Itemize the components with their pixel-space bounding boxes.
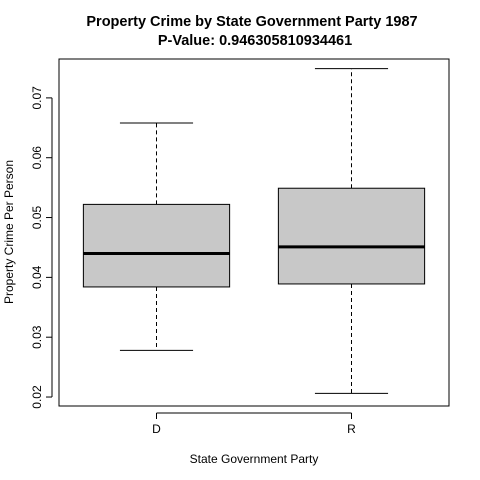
y-axis: 0.02 0.03 0.04 0.05 0.06 0.07 [30, 86, 53, 409]
x-tick-label: R [347, 422, 356, 436]
iqr-box [82, 203, 231, 288]
y-tick-label: 0.06 [30, 146, 44, 170]
y-tick-label: 0.03 [30, 325, 44, 349]
x-axis-label: State Government Party [190, 452, 319, 466]
y-tick-label: 0.02 [30, 385, 44, 409]
chart-title-line1: Property Crime by State Government Party… [86, 14, 417, 30]
x-tick-label: D [152, 422, 161, 436]
box-R [277, 68, 426, 394]
chart-title-line2: P-Value: 0.946305810934461 [158, 33, 352, 49]
y-tick-label: 0.04 [30, 265, 44, 289]
iqr-box [277, 187, 426, 285]
box-D [82, 122, 231, 351]
plot-frame [58, 58, 450, 407]
y-tick-label: 0.07 [30, 86, 44, 110]
y-axis-label: Property Crime Per Person [2, 160, 16, 304]
boxes-layer [82, 68, 426, 394]
y-tick-label: 0.05 [30, 206, 44, 230]
